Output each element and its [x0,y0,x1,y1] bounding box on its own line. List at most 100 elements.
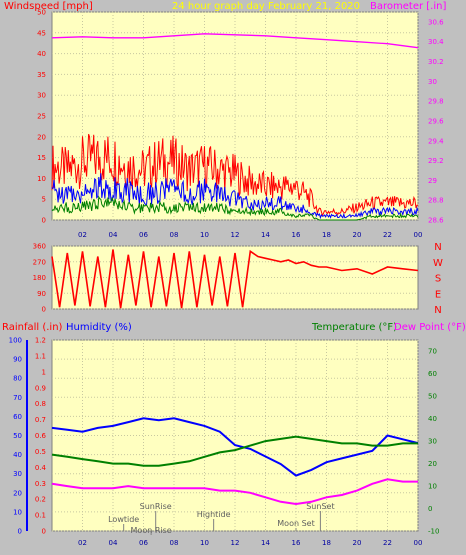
windspeed-axis-label: Windspeed [mph] [4,1,93,12]
windspeed-tick: 20 [37,133,46,141]
dewpoint-line [51,478,418,506]
barometer-tick: 30.6 [428,18,444,26]
windspeed-tick: 50 [37,9,46,17]
climate-x-tick: 12 [231,539,240,547]
climate-x-tick: 10 [200,539,209,547]
rain-tick: 0.9 [35,384,46,392]
windspeed-tick: 45 [37,29,46,37]
barometer-axis-label: Barometer [.in] [370,1,446,12]
humidity-tick-labels: 0 10 20 30 40 50 60 70 80 90 100 [9,337,22,536]
gust-line [51,133,419,217]
rain-tick: 0.3 [35,480,46,488]
temperature-tick: 30 [428,438,437,446]
humidity-line [51,417,419,477]
wind-x-tick: 00 [414,231,423,239]
barometer-tick: 28.8 [428,197,444,205]
climate-x-tick-labels: 02 04 06 08 10 12 14 16 18 20 22 00 [78,539,422,547]
climate-x-tick: 22 [383,539,392,547]
direction-tick: 360 [33,243,46,251]
wind-x-tick: 02 [78,231,87,239]
rain-tick: 0 [42,528,46,536]
barometer-tick: 29.8 [428,98,444,106]
compass-label: N [434,242,441,253]
temperature-line [51,435,418,467]
humidity-tick: 60 [13,413,22,421]
speed-line [51,173,419,220]
windspeed-tick: 30 [37,92,46,100]
rain-tick: 1 [42,368,46,376]
wind-x-tick: 20 [353,231,362,239]
climate-x-tick: 20 [353,539,362,547]
wind-x-tick: 22 [383,231,392,239]
humidity-tick: 0 [18,528,22,536]
rain-tick: 0.2 [35,496,46,504]
wind-x-tick: 16 [292,231,301,239]
annotation-label: Moon Rise [131,526,172,535]
average-line [51,195,419,221]
annotation-label: Hightide [197,510,231,519]
direction-tick: 270 [33,258,46,266]
humidity-tick: 80 [13,375,22,383]
rain-tick: 0.6 [35,432,47,440]
windspeed-tick: 40 [37,50,46,58]
wind-direction-line [51,249,419,309]
barometer-tick-labels: 28.6 28.8 29 29.2 29.4 29.6 29.8 30 30.2 30.4 30.6 [428,18,444,224]
climate-x-tick: 14 [261,539,270,547]
rain-tick: 0.7 [35,416,46,424]
compass-label: S [435,274,441,285]
rain-tick: 1.2 [35,337,46,345]
climate-x-tick: 16 [292,539,301,547]
wind-x-tick-labels: 02 04 06 08 10 12 14 16 18 20 22 00 [78,231,422,239]
barometer-tick: 30.4 [428,38,444,46]
compass-label: W [433,258,443,269]
temperature-tick: 40 [428,415,437,423]
wind-x-tick: 14 [261,231,270,239]
windspeed-tick: 10 [37,175,46,183]
wind-x-tick: 06 [139,231,148,239]
rain-tick: 0.8 [35,400,46,408]
wind-x-tick: 18 [322,231,331,239]
direction-tick-labels: 0 90 180 270 360 [33,243,46,314]
barometer-tick: 29.6 [428,117,444,125]
temperature-tick: 70 [428,348,437,356]
dewpoint-axis-label: Dew Point (°F) [394,322,466,333]
rainfall-axis-label: Rainfall (.in) [2,322,63,333]
humidity-tick: 40 [13,451,22,459]
windspeed-tick: 25 [37,113,46,121]
humidity-tick: 70 [13,394,22,402]
barometer-line [51,33,419,49]
climate-x-tick: 08 [170,539,179,547]
barometer-tick: 29 [428,177,437,185]
windspeed-tick: 5 [42,196,46,204]
temperature-tick: 50 [428,393,437,401]
direction-tick: 0 [42,306,46,314]
rain-tick-labels: 0 0.1 0.2 0.3 0.4 0.5 0.6 0.7 0.8 0.9 1 1.1 1.2 [35,337,47,536]
chart-title: 24 hour graph day February 21, 2020 [172,1,360,12]
humidity-tick: 30 [13,470,22,478]
temperature-tick-labels: -10 0 10 20 30 40 50 60 70 [428,348,439,536]
rain-tick: 0.5 [35,448,46,456]
climate-x-tick: 18 [322,539,331,547]
annotation-label: Lowtide [108,515,139,524]
barometer-tick: 30.2 [428,58,444,66]
climate-x-tick: 04 [109,539,118,547]
climate-grid [26,339,419,532]
windspeed-tick-labels: 0 5 10 15 20 25 30 35 40 45 50 [37,9,46,225]
humidity-tick: 100 [9,337,22,345]
humidity-tick: 50 [13,432,22,440]
wind-x-tick: 12 [231,231,240,239]
direction-grid [52,245,418,310]
humidity-tick: 10 [13,508,22,516]
annotation-label: SunRise [140,502,172,511]
barometer-tick: 28.6 [428,217,444,225]
temperature-tick: 20 [428,460,437,468]
temperature-tick: -10 [428,528,439,536]
humidity-axis-label: Humidity (%) [66,322,132,333]
rain-tick: 0.1 [35,512,46,520]
direction-tick: 180 [33,274,46,282]
temperature-tick: 60 [428,370,437,378]
